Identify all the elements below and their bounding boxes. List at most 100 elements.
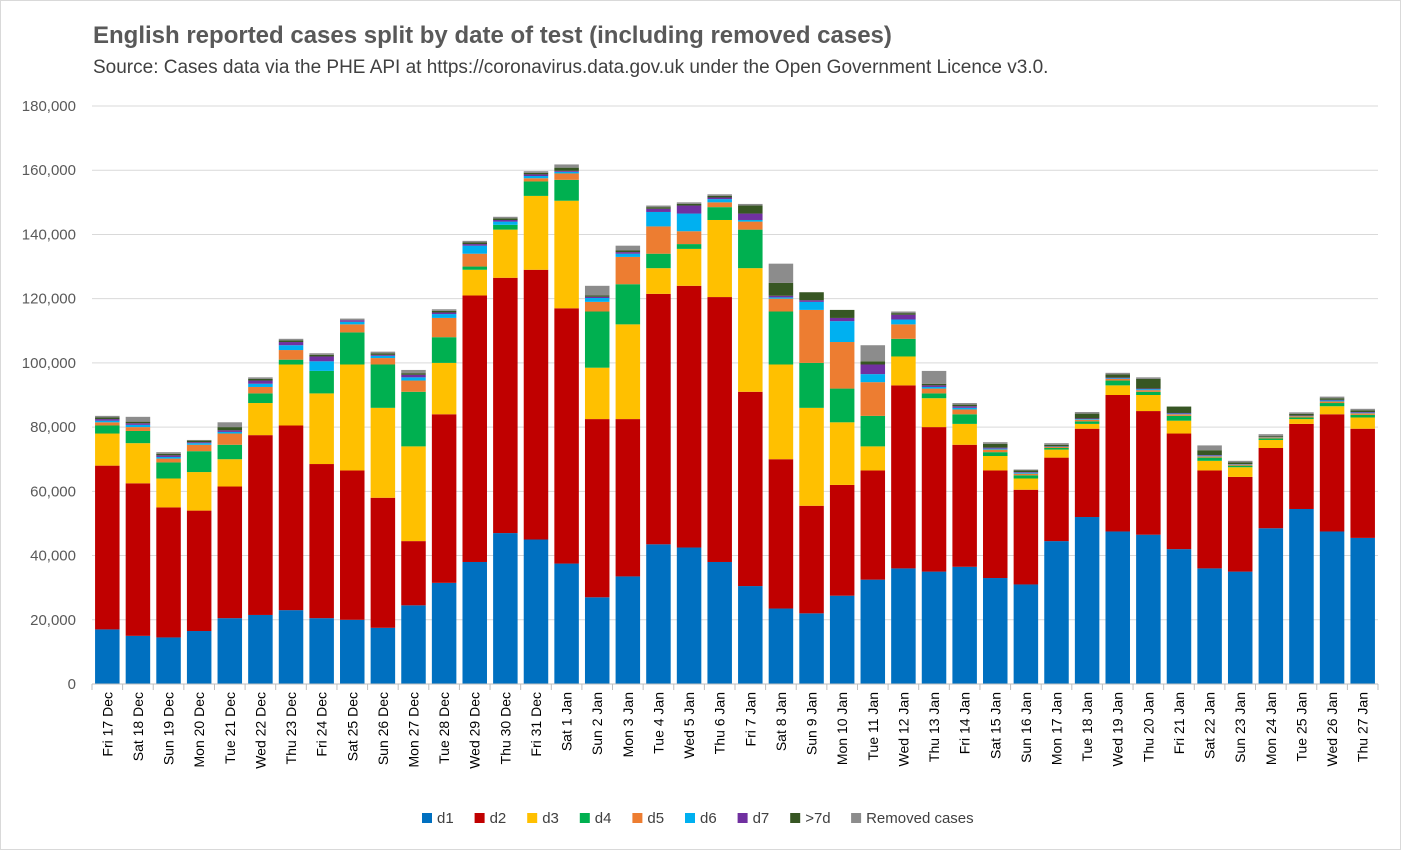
bar-segment-d3 <box>186 472 212 511</box>
bar-segment-d2 <box>799 505 824 614</box>
bar-segment-d6 <box>278 345 304 351</box>
bar-segment-d1 <box>952 566 977 684</box>
bar-segment-d3 <box>370 407 396 498</box>
bar-segment-d7 <box>1074 418 1100 420</box>
bar-segment-d7 <box>248 380 273 384</box>
bar-segment-removed-cases <box>860 345 886 362</box>
bar-segment--7d <box>431 310 457 313</box>
bar-segment-d1 <box>1136 534 1161 684</box>
bar-segment--7d <box>462 242 487 245</box>
bar-segment-d6 <box>186 443 212 445</box>
y-tick-label: 120,000 <box>22 291 76 308</box>
bar-segment-d4 <box>707 207 732 220</box>
bar-segment-d3 <box>1105 385 1130 395</box>
bar-segment--7d <box>248 378 273 381</box>
bar-segment-d2 <box>156 507 181 638</box>
bar-segment-d1 <box>1044 541 1069 684</box>
y-tick-label: 100,000 <box>22 355 76 372</box>
bar-segment-d6 <box>1136 389 1161 391</box>
bar-segment-d3 <box>983 456 1008 471</box>
bar-segment-d1 <box>1319 531 1345 684</box>
bar-segment-d7 <box>340 320 365 322</box>
bar-segment-removed-cases <box>554 164 579 168</box>
bar-segment-d2 <box>1197 470 1222 569</box>
x-axis-ticks: Fri 17 Dec Sat 18 Dec Sun 19 Dec Mon 20 Dec… <box>91 684 1379 769</box>
bar-segment-d4 <box>799 362 824 408</box>
bar-segment-d4 <box>370 364 396 408</box>
bar-segment-d5 <box>1258 437 1284 439</box>
bar-segment-removed-cases <box>278 338 304 341</box>
bar-segment-removed-cases <box>431 309 457 311</box>
bar-segment-d7 <box>615 252 641 254</box>
bar-segment-removed-cases <box>1227 460 1253 463</box>
bar-segment--7d <box>707 195 732 198</box>
bar-segment--7d <box>738 205 763 214</box>
bar-segment-d7 <box>278 342 304 346</box>
legend-item: >7d <box>790 810 831 827</box>
bar-segment-d3 <box>125 443 151 484</box>
gridlines <box>92 105 1378 621</box>
bar-segment-d6 <box>309 361 334 371</box>
legend-item: d4 <box>579 810 611 827</box>
bar-segment-d7 <box>523 174 549 177</box>
bar-segment-d1 <box>983 578 1008 684</box>
bar-segment-d5 <box>891 324 916 339</box>
bar-segment-d1 <box>646 544 671 684</box>
bar-segment-d3 <box>309 393 334 465</box>
bar-segment--7d <box>156 453 181 456</box>
legend: d1 d2 d3 d4 d5 d6 d7 >7d Removed cases <box>422 810 974 827</box>
bar-segment-removed-cases <box>584 285 610 296</box>
x-tick-label: Sat 1 Jan <box>559 692 575 751</box>
bar-segment--7d <box>523 172 549 175</box>
bar-segment-d1 <box>217 618 243 684</box>
x-tick-label: Mon 24 Jan <box>1263 692 1279 765</box>
bar-segment--7d <box>186 440 212 443</box>
bar-segment-d4 <box>462 266 487 270</box>
bar-segment-d6 <box>1197 455 1222 457</box>
bar-segment-d5 <box>523 178 549 182</box>
bar-segment-d3 <box>921 398 947 428</box>
bar-segment-d6 <box>523 176 549 179</box>
bar-segment-removed-cases <box>370 351 396 354</box>
bar-segment-d5 <box>186 444 212 452</box>
bar-segment-d5 <box>983 449 1008 453</box>
bar-segment-d5 <box>707 202 732 208</box>
legend-swatch <box>790 813 801 823</box>
chart-subtitle: Source: Cases data via the PHE API at ht… <box>93 57 1049 78</box>
bar-segment-d3 <box>768 364 794 460</box>
bar-segment-d2 <box>891 385 916 569</box>
bar-segment-d6 <box>860 374 886 383</box>
bar-segment-d6 <box>891 319 916 325</box>
bar-segment-d6 <box>615 253 641 257</box>
x-tick-label: Mon 3 Jan <box>620 692 636 757</box>
bar-segment-d4 <box>768 311 794 365</box>
bar-segment-d5 <box>1166 414 1192 416</box>
legend-label: d5 <box>647 810 664 827</box>
bar-segment-d6 <box>921 386 947 389</box>
bar-segment-d5 <box>676 231 702 245</box>
bar-segment-d4 <box>891 338 916 357</box>
legend-label: Removed cases <box>866 810 974 827</box>
bar-segment-d6 <box>1166 413 1192 415</box>
bar-segment-d3 <box>646 268 671 294</box>
bar-segment-d6 <box>217 431 243 434</box>
bar-segment-d4 <box>431 337 457 363</box>
bar-segment--7d <box>1350 410 1375 413</box>
bar-segment-d5 <box>1227 464 1253 466</box>
bar-segment-removed-cases <box>1197 445 1222 451</box>
bar-segment-removed-cases <box>676 202 702 204</box>
bar-segment-d5 <box>554 173 579 180</box>
bar-segment--7d <box>95 417 120 420</box>
legend-item: d3 <box>527 810 559 827</box>
bar-segment-d7 <box>462 244 487 246</box>
legend-swatch <box>474 813 485 823</box>
x-tick-label: Mon 10 Jan <box>834 692 850 765</box>
bar-segment--7d <box>401 373 426 375</box>
bar-segment-d5 <box>1013 473 1039 476</box>
bar-segment-d2 <box>1013 489 1039 585</box>
x-tick-label: Wed 19 Jan <box>1110 692 1126 766</box>
bar-segment-d4 <box>1350 414 1375 418</box>
bar-segment-d1 <box>1258 528 1284 684</box>
bar-segment-d6 <box>1013 472 1039 474</box>
chart-title: English reported cases split by date of … <box>93 22 892 49</box>
